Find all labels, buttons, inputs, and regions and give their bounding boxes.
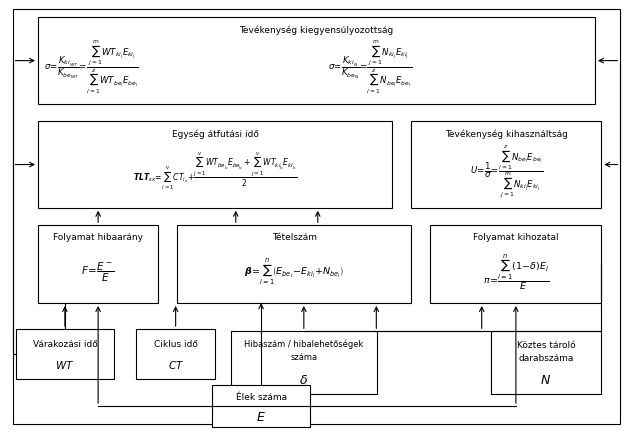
Bar [411, 121, 601, 208]
Bar [16, 329, 114, 379]
Bar [38, 121, 392, 208]
Bar [38, 17, 595, 104]
Text: $\mathit{CT}$: $\mathit{CT}$ [168, 359, 184, 371]
Text: $F\!=\!\dfrac{E^-}{E}$: $F\!=\!\dfrac{E^-}{E}$ [81, 260, 115, 284]
Bar [430, 225, 601, 303]
Text: Élek száma: Élek száma [235, 393, 287, 402]
Text: száma: száma [291, 353, 317, 362]
Text: Folyamat kihozatal: Folyamat kihozatal [473, 233, 559, 242]
Text: $\mathit{N}$: $\mathit{N}$ [541, 374, 551, 387]
Bar [212, 385, 310, 427]
Text: $\boldsymbol{\beta}\!=\!\sum_{i=1}^{n}\!\left(E_{be_i}\!-\!E_{ki_i}\!+\!N_{be_i}: $\boldsymbol{\beta}\!=\!\sum_{i=1}^{n}\!… [244, 257, 344, 287]
Text: Hibaszám / hibalehetőségek: Hibaszám / hibalehetőségek [244, 339, 363, 349]
Text: Folyamat hibaarány: Folyamat hibaarány [53, 233, 143, 242]
Text: $\boldsymbol{TLT}_{\varepsilon x}\!=\!\sum_{i=1}^{v}CT_{i_x}\!+\!\dfrac{\sum_{j=: $\boldsymbol{TLT}_{\varepsilon x}\!=\!\s… [133, 151, 298, 192]
Bar [231, 331, 377, 394]
Bar [136, 329, 215, 379]
Text: Egység átfutási idő: Egység átfutási idő [172, 129, 259, 139]
Text: Köztes tároló: Köztes tároló [517, 341, 575, 349]
Bar [177, 225, 411, 303]
Text: $U\!=\!\dfrac{1}{\sigma}\!=\!\dfrac{\sum_{l=1}^{z}N_{be_l}E_{be_l}}{\sum_{j=1}^{: $U\!=\!\dfrac{1}{\sigma}\!=\!\dfrac{\sum… [470, 143, 543, 200]
Text: $\delta$: $\delta$ [299, 374, 308, 387]
Bar [38, 225, 158, 303]
Text: Ciklus idő: Ciklus idő [154, 339, 197, 349]
Text: Tevékenység kiegyensúlyozottság: Tevékenység kiegyensúlyozottság [239, 25, 394, 35]
Text: Várakozási idő: Várakozási idő [32, 339, 97, 349]
Text: $\pi\!=\!\dfrac{\sum_{i=1}^{n}(1\!-\!\delta)E_i}{E}$: $\pi\!=\!\dfrac{\sum_{i=1}^{n}(1\!-\!\de… [482, 252, 549, 292]
Text: Tevékenység kihasználtság: Tevékenység kihasználtság [445, 129, 568, 139]
Text: $\sigma\!=\!\dfrac{K_{ki_N}}{K_{be_N}}\!=\!\dfrac{\sum_{j=1}^{m}N_{ki_j}E_{ki_j}: $\sigma\!=\!\dfrac{K_{ki_N}}{K_{be_N}}\!… [328, 39, 411, 96]
Text: Tételszám: Tételszám [272, 233, 317, 242]
Text: darabszáma: darabszáma [518, 354, 573, 363]
Text: $\mathit{WT}$: $\mathit{WT}$ [55, 359, 75, 371]
Text: $\sigma\!=\!\dfrac{K_{ki_{WT}}}{K_{be_{WT}}}\!=\!\dfrac{\sum_{j=1}^{m}WT_{ki_j}E: $\sigma\!=\!\dfrac{K_{ki_{WT}}}{K_{be_{W… [44, 39, 139, 96]
Text: $\mathit{E}$: $\mathit{E}$ [256, 411, 266, 424]
Bar [491, 331, 601, 394]
